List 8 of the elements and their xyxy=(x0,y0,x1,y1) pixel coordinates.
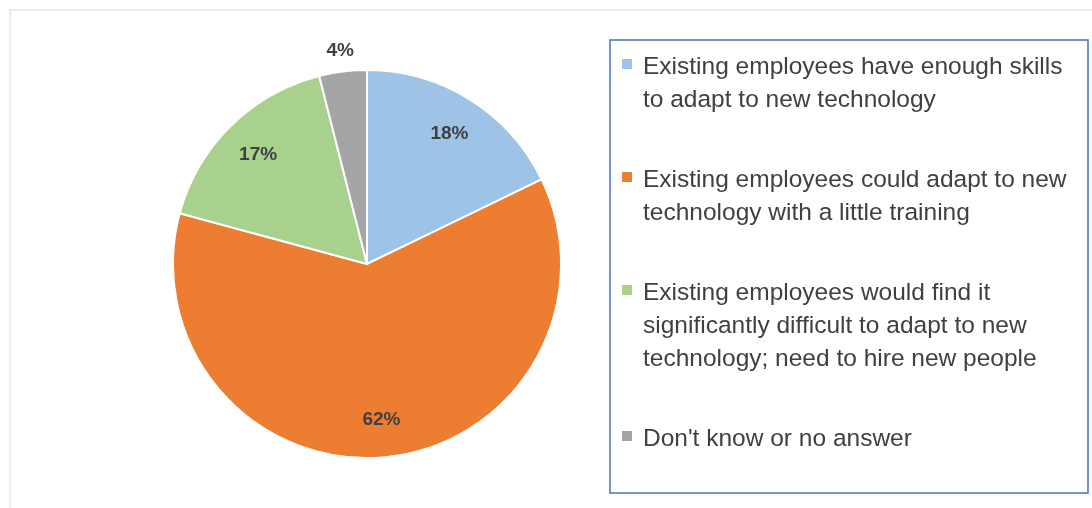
legend-label: Existing employees could adapt to new technology with a little training xyxy=(643,164,1067,225)
legend-label: Don't know or no answer xyxy=(643,423,912,451)
legend-label: Existing employees have enough skills to adapt to new technology xyxy=(643,51,1063,112)
legend-label: Existing employees would find it significantly difficult to adapt to new technology; need to hire new people xyxy=(643,277,1037,371)
data-label: 4% xyxy=(326,39,355,61)
data-label: 18% xyxy=(430,122,469,143)
data-label: 17% xyxy=(239,142,278,164)
data-label: 62% xyxy=(362,408,401,430)
